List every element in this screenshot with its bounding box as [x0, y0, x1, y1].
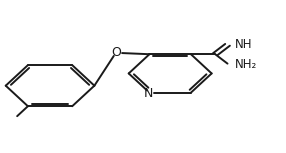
Text: NH₂: NH₂	[235, 58, 257, 71]
Text: NH: NH	[235, 38, 252, 50]
Text: N: N	[143, 87, 153, 100]
Text: O: O	[111, 46, 121, 59]
